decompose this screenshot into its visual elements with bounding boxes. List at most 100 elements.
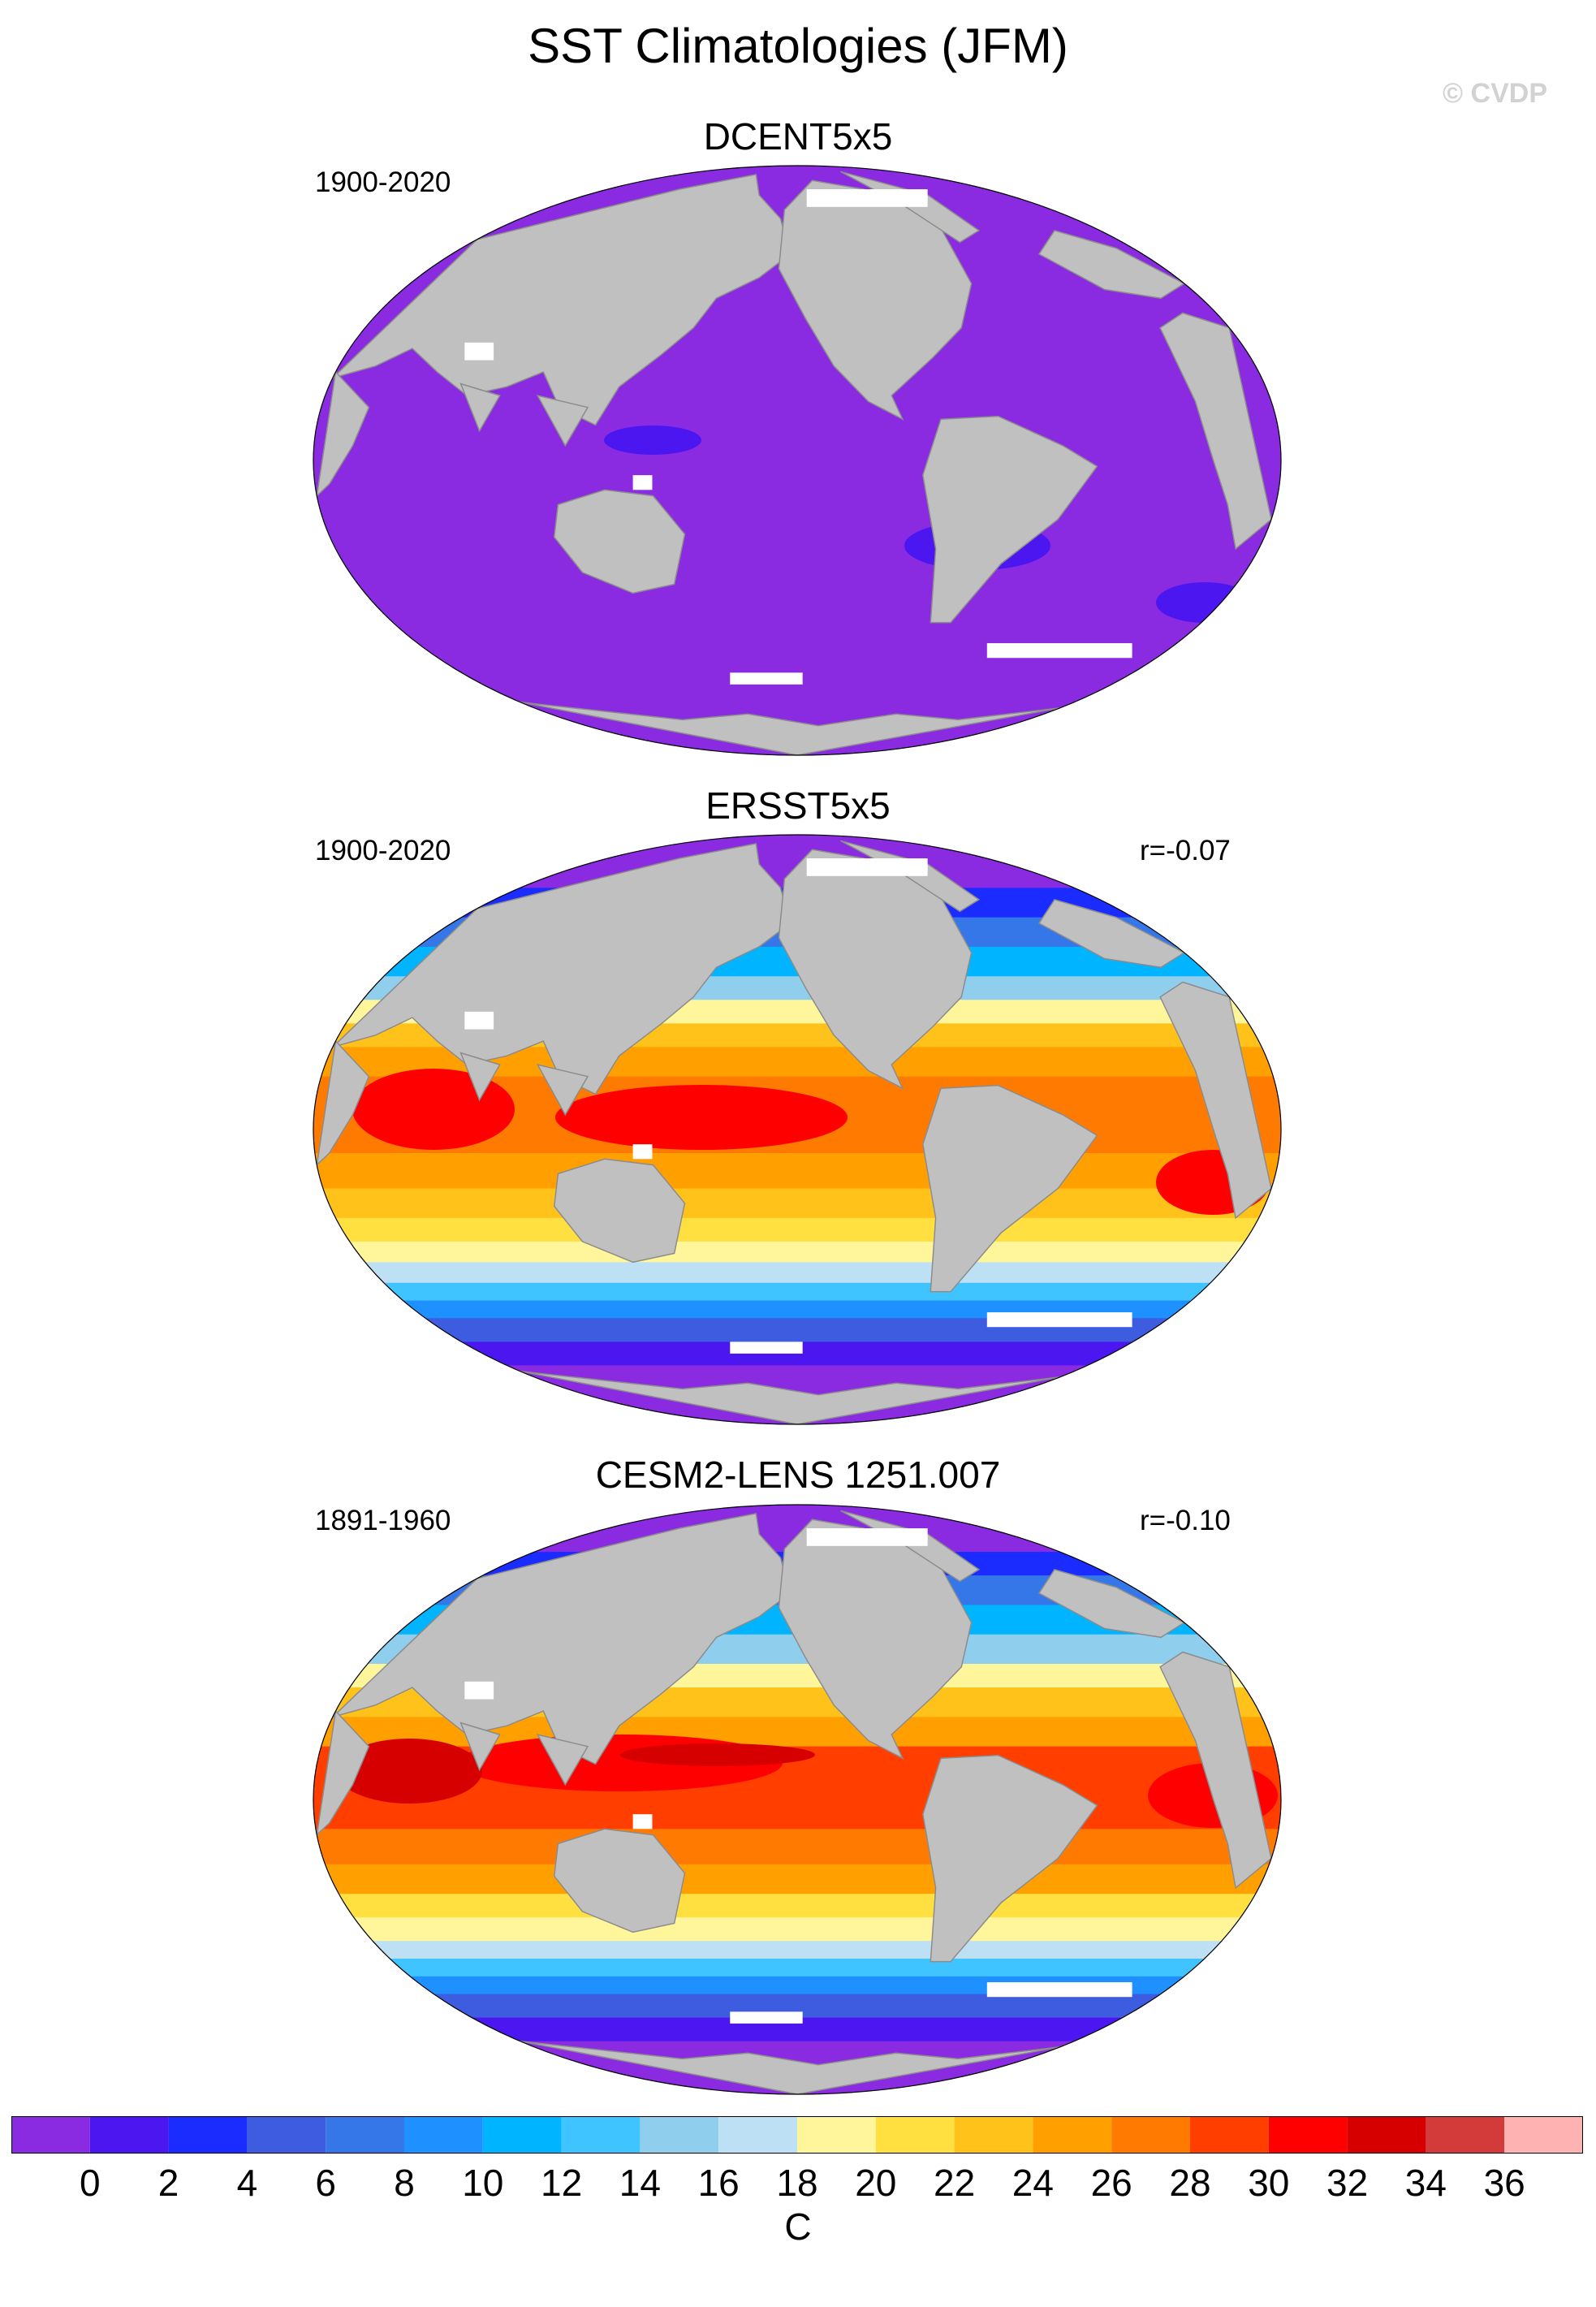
land-eurasia [332,843,792,1095]
colorbar-tick-label: 0 [80,2162,101,2204]
sst-map [313,165,1282,756]
land-africa [316,1709,370,1837]
panel-title: ERSST5x5 [705,784,891,827]
land-samerica [922,1754,1098,1963]
panel-title: CESM2-LENS 1251.007 [595,1454,1001,1496]
colorbar-tick-label: 22 [934,2162,976,2204]
colorbar-swatch [640,2116,719,2154]
colorbar [11,2116,1583,2154]
land-australia [553,1828,686,1933]
period-label: 1891-1960 [315,1505,451,1536]
sst-band [313,1976,1281,1995]
sst-band [313,1241,1281,1264]
sst-band [313,1864,1281,1895]
colorbar-swatch [168,2116,248,2154]
land-antarctica [520,1370,1060,1424]
colorbar-swatch [326,2116,404,2154]
missing-data [632,475,653,490]
map-field [313,835,1281,1424]
land-seasia [536,1733,589,1786]
sst-contour [1156,582,1253,623]
missing-data [464,1681,494,1700]
land-samerica [922,1084,1098,1293]
map-outline [313,1504,1282,2095]
land-antarctica [520,2040,1060,2094]
missing-data [632,1814,653,1830]
colorbar-swatch [954,2116,1033,2154]
map-outline [313,834,1282,1425]
colorbar-swatch [89,2116,169,2154]
panel-title: DCENT5x5 [703,115,893,158]
sst-band [313,1262,1281,1284]
colorbar-swatch [1111,2116,1190,2154]
missing-data [986,643,1132,659]
colorbar-swatch [718,2116,797,2154]
colorbar-tick-label: 14 [619,2162,661,2204]
sst-band [313,1829,1281,1865]
missing-data [632,1144,653,1160]
sst-contour [352,1069,515,1150]
period-label: 1900-2020 [315,835,451,866]
sst-band [313,1894,1281,1919]
sst-band [313,1282,1281,1302]
sst-contour [604,426,701,455]
sst-contour [620,1743,815,1766]
colorbar-tick-label: 2 [157,2162,179,2204]
sst-band [313,1217,1281,1242]
land-africaE [1159,312,1272,551]
land-africa [316,1039,370,1167]
colorbar-tick-label: 26 [1090,2162,1132,2204]
missing-data [806,189,928,207]
colorbar-swatch [875,2116,955,2154]
sst-band [313,1188,1281,1219]
colorbar-swatch [1347,2116,1426,2154]
period-label: 1900-2020 [315,166,451,198]
colorbar-tick-label: 30 [1248,2162,1290,2204]
land-australia [553,1158,686,1264]
colorbar-swatch [11,2116,90,2154]
colorbar-tick-label: 28 [1169,2162,1211,2204]
land-australia [553,489,686,594]
colorbar-swatch [1426,2116,1505,2154]
colorbar-tick-label: 16 [697,2162,740,2204]
correlation-label: r=-0.10 [1140,1505,1231,1536]
colorbar-tick-label: 4 [236,2162,258,2204]
watermark: © CVDP [1443,78,1547,109]
land-seasia [536,394,589,447]
missing-data [986,1982,1132,1998]
colorbar-swatch [1268,2116,1348,2154]
map-field [313,1505,1281,2094]
sst-contour [336,1739,482,1804]
map-outline [313,165,1282,756]
colorbar-swatch [561,2116,641,2154]
land-seasia [536,1063,589,1117]
figure-title: SST Climatologies (JFM) [528,19,1068,73]
land-eurasia [332,1513,792,1765]
colorbar-tick-label: 12 [541,2162,583,2204]
missing-data [806,1528,928,1546]
land-antarctica [520,701,1060,755]
colorbar-swatch [797,2116,876,2154]
land-india [459,1052,501,1102]
colorbar-tick-label: 8 [394,2162,415,2204]
sst-band [313,1153,1281,1190]
missing-data [986,1312,1132,1328]
colorbar-swatch [482,2116,562,2154]
colorbar-swatch [404,2116,483,2154]
sst-band [313,1959,1281,1977]
colorbar-tick-label: 6 [315,2162,336,2204]
missing-data [730,1341,803,1354]
colorbar-units: C [784,2205,812,2248]
colorbar-tick-label: 10 [462,2162,504,2204]
sst-band [313,1917,1281,1942]
colorbar-outline [11,2116,1583,2154]
colorbar-swatch [1190,2116,1269,2154]
sst-map [313,1504,1282,2095]
land-eurasia [332,174,792,426]
sst-map [313,834,1282,1425]
correlation-label: r=-0.07 [1140,835,1231,866]
colorbar-swatch [1033,2116,1112,2154]
colorbar-tick-label: 18 [776,2162,818,2204]
sst-band [313,1300,1281,1320]
colorbar-tick-label: 34 [1404,2162,1447,2204]
